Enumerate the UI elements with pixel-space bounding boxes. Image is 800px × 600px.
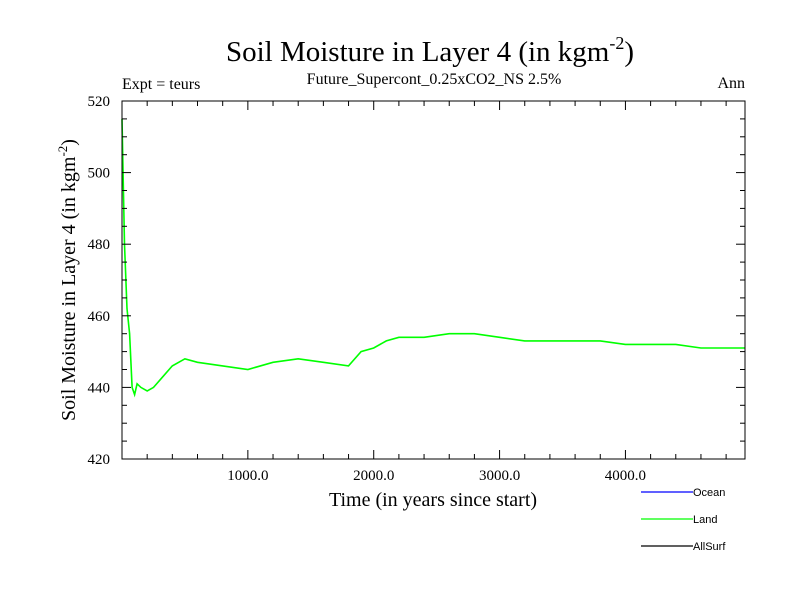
y-axis-label-suffix: ) <box>58 139 80 146</box>
svg-text:Soil Moisture in Layer 4 (in k: Soil Moisture in Layer 4 (in kgm-2) <box>226 33 634 68</box>
series-line-land <box>121 118 745 398</box>
subtitle-right: Ann <box>717 75 745 92</box>
plot-area: 1000.0 2000.0 3000.0 4000.0 420 440 460 480 500 5… <box>88 94 746 484</box>
y-tick-label: 420 <box>88 452 111 468</box>
x-tick-label: 4000.0 <box>605 468 646 484</box>
y-tick-label: 520 <box>88 94 111 110</box>
y-tick-label: 440 <box>88 380 111 396</box>
y-axis-label-superscript: -2 <box>55 146 70 157</box>
legend-label-land: Land <box>693 514 717 526</box>
y-tick-label: 500 <box>88 166 111 182</box>
x-tick-label: 3000.0 <box>479 468 520 484</box>
legend-label-allsurf: AllSurf <box>693 541 726 553</box>
legend-label-ocean: Ocean <box>693 487 725 499</box>
y-axis-label: Soil Moisture in Layer 4 (in kgm-2) <box>55 139 80 421</box>
subtitle-left: Expt = teurs <box>122 76 200 93</box>
svg-text:Soil Moisture in Layer 4 (in k: Soil Moisture in Layer 4 (in kgm-2) <box>55 139 80 421</box>
x-axis-label: Time (in years since start) <box>329 489 537 511</box>
chart-title-suffix: ) <box>624 36 634 68</box>
chart-title: Soil Moisture in Layer 4 (in kgm-2) <box>226 33 634 68</box>
x-tick-label: 1000.0 <box>227 468 268 484</box>
y-tick-label: 460 <box>88 309 111 325</box>
legend: Ocean Land AllSurf <box>641 487 726 553</box>
chart-title-superscript: -2 <box>609 33 624 53</box>
subtitle-center: Future_Supercont_0.25xCO2_NS 2.5% <box>307 71 562 88</box>
chart-title-text: Soil Moisture in Layer 4 (in kgm <box>226 36 610 68</box>
y-tick-label: 480 <box>88 237 111 253</box>
y-axis-label-text: Soil Moisture in Layer 4 (in kgm <box>58 156 80 421</box>
x-tick-label: 2000.0 <box>353 468 394 484</box>
plot-frame <box>121 100 746 460</box>
